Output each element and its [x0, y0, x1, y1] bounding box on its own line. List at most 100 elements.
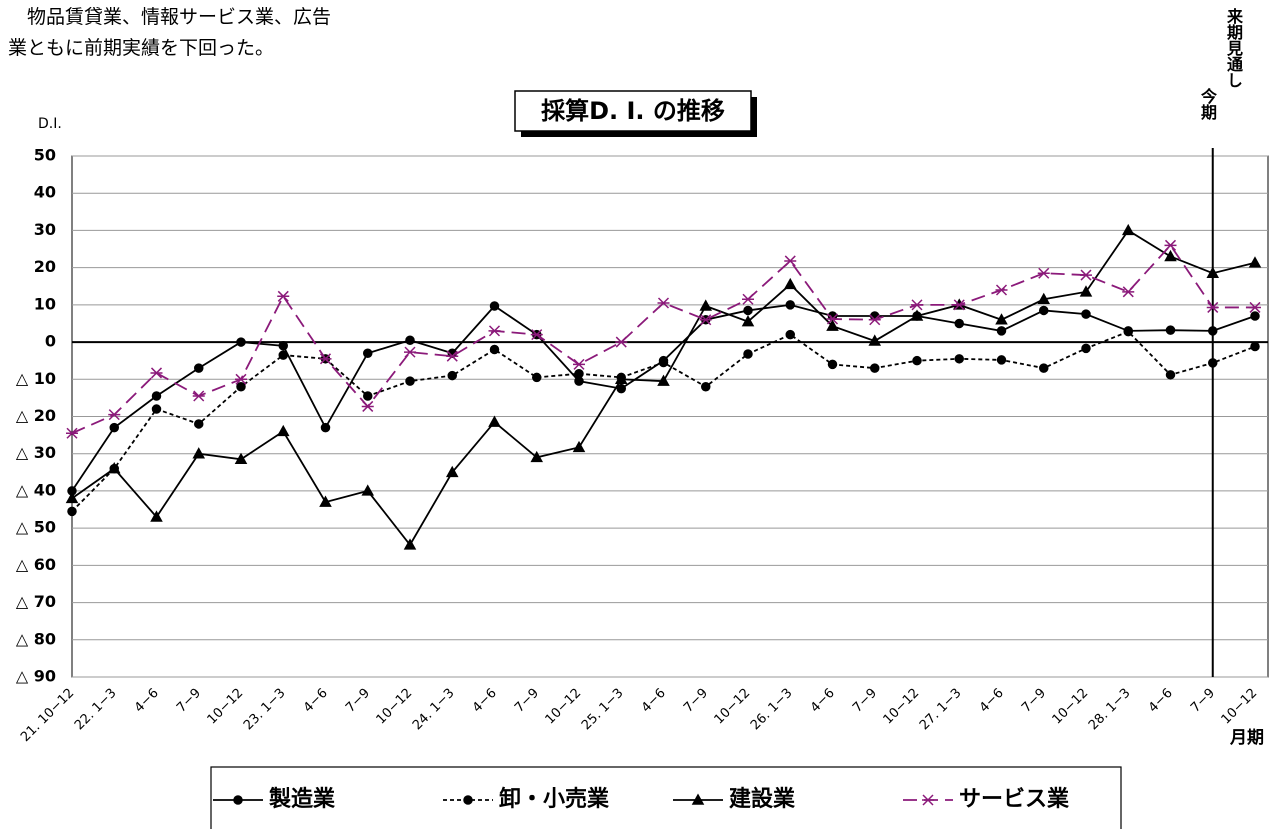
marker	[363, 348, 373, 358]
marker	[1208, 326, 1218, 336]
legend-label: 卸・小売業	[499, 786, 610, 812]
marker	[530, 450, 544, 463]
marker	[192, 390, 205, 402]
marker	[463, 795, 473, 805]
marker	[995, 284, 1008, 296]
x-tick-label: 21. 10−12	[18, 686, 77, 745]
legend-label: 建設業	[729, 786, 796, 812]
marker	[363, 391, 373, 401]
x-tick-label: 7−9	[1188, 686, 1218, 716]
marker	[235, 373, 247, 385]
x-tick-label: 4−6	[470, 686, 500, 716]
marker	[615, 336, 628, 348]
x-tick-label: 22. 1−3	[72, 686, 120, 734]
marker	[150, 367, 163, 379]
x-tick-label: 23. 1−3	[241, 686, 289, 734]
marker	[573, 358, 585, 370]
marker	[701, 381, 711, 392]
marker	[276, 424, 290, 437]
marker	[912, 355, 922, 366]
y-tick-label: 0	[45, 332, 56, 351]
marker	[278, 341, 288, 351]
x-tick-label: 10−12	[712, 686, 754, 728]
marker	[150, 510, 163, 522]
x-tick-label: 10−12	[1219, 686, 1261, 728]
marker	[194, 363, 204, 373]
marker	[107, 462, 121, 474]
marker	[1250, 341, 1260, 352]
x-tick-label: 7−9	[1019, 686, 1049, 716]
marker	[1249, 301, 1261, 313]
marker	[996, 355, 1007, 365]
marker	[404, 346, 416, 358]
marker	[446, 350, 459, 362]
marker	[277, 290, 290, 302]
marker	[826, 313, 839, 325]
marker	[151, 391, 162, 401]
marker	[319, 495, 332, 507]
marker	[361, 484, 375, 496]
marker	[1037, 267, 1050, 279]
marker	[922, 794, 934, 806]
legend-label: 製造業	[268, 786, 336, 812]
marker	[1039, 363, 1049, 373]
marker	[1165, 370, 1176, 380]
x-tick-label: 4−6	[132, 686, 162, 716]
marker	[614, 372, 628, 385]
marker	[691, 793, 705, 805]
marker	[743, 349, 753, 359]
marker	[657, 374, 670, 386]
marker	[827, 359, 838, 370]
series-line	[71, 243, 1255, 435]
marker	[783, 277, 797, 290]
y-tick-label: △ 30	[16, 443, 56, 462]
marker	[616, 383, 626, 394]
marker	[1081, 343, 1091, 354]
marker	[192, 447, 206, 459]
marker	[194, 419, 204, 429]
marker	[236, 381, 246, 392]
marker	[657, 297, 670, 309]
marker	[995, 313, 1008, 325]
x-tick-label: 4−6	[808, 686, 838, 716]
marker	[489, 301, 500, 311]
marker	[658, 357, 669, 368]
y-tick-label: 20	[34, 257, 56, 276]
series-line	[71, 303, 1256, 492]
marker	[1250, 311, 1260, 321]
chart-title: 採算D. I. の推移	[541, 97, 725, 125]
y-tick-label: △ 50	[16, 518, 56, 537]
marker	[1206, 266, 1220, 278]
marker	[65, 491, 79, 504]
legend-label: サービス業	[959, 787, 1070, 812]
marker	[278, 350, 288, 360]
x-tick-label: 26. 1−3	[748, 686, 796, 734]
marker	[1080, 269, 1092, 281]
x-axis-label: 月期	[1229, 728, 1264, 748]
marker	[108, 409, 121, 421]
marker	[743, 305, 753, 316]
next-period-label: 来期見通し	[1224, 8, 1243, 88]
marker	[996, 326, 1007, 336]
y-tick-label: △ 70	[16, 592, 56, 611]
marker	[741, 315, 755, 327]
marker	[1164, 239, 1177, 251]
marker	[1165, 325, 1176, 335]
marker	[870, 363, 880, 373]
y-tick-label: 30	[34, 220, 56, 239]
y-tick-label: △ 80	[16, 629, 56, 648]
x-tick-label: 4−6	[301, 686, 331, 716]
x-tick-label: 4−6	[1146, 686, 1176, 716]
y-tick-label: △ 90	[16, 667, 56, 686]
marker	[1206, 301, 1219, 313]
marker	[151, 404, 162, 414]
x-tick-label: 7−9	[512, 686, 542, 716]
x-tick-label: 28. 1−3	[1086, 686, 1134, 734]
marker	[1121, 223, 1135, 236]
marker	[1037, 292, 1051, 305]
y-tick-label: △ 20	[16, 406, 56, 425]
x-tick-label: 7−9	[681, 686, 711, 716]
marker	[532, 372, 542, 383]
marker	[109, 422, 119, 433]
